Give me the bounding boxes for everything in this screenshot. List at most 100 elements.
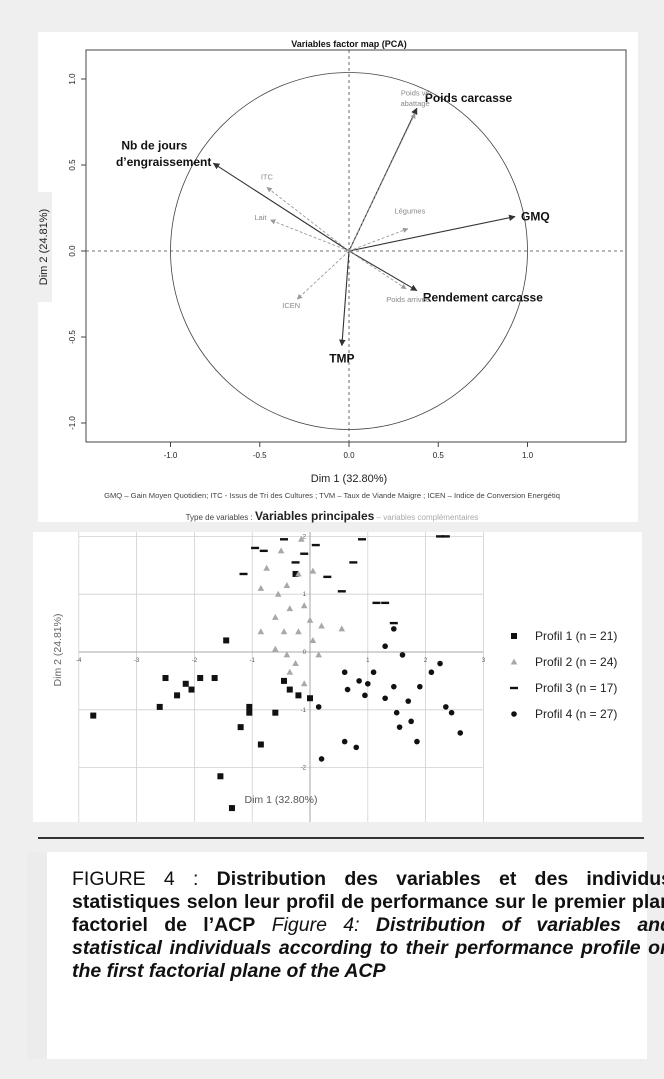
profile-4-point [382,643,388,650]
profile-2-point [272,613,279,620]
abbreviations-footnote: GMQ – Gain Moyen Quotidien; ITC - Issus … [104,491,560,500]
profile-3-point [259,549,268,553]
legend-label-profile-2: Profil 2 (n = 24) [535,655,617,669]
caption-en-body: Distribution of variables and statistica… [72,914,664,982]
profile-4-point [353,744,360,751]
scatter-y-tick-label: 2 [303,534,307,540]
profile-3-point [358,538,367,541]
scatter-x-tick-label: -3 [134,658,140,664]
profile-2-point [286,605,294,612]
profile-2-point [338,625,346,632]
scatter-y-axis-label: Dim 2 (24.81%) [52,614,64,687]
profile-1-point [197,675,204,682]
profile-2-point [306,616,314,623]
loading-arrow-lait [269,219,350,252]
pca-x-tick-label: 1.0 [522,451,534,460]
profile-4-point [341,669,348,676]
profile-3-point [381,601,390,605]
profile-4-point [382,695,388,702]
loading-label-lait: Lait [254,213,267,222]
legend-label-profile-4: Profil 4 (n = 27) [535,707,617,721]
scatter-x-tick-label: 3 [482,658,486,664]
pca-x-tick-label: -1.0 [164,451,178,460]
profile-1-point [295,692,302,699]
pca-y-tick-label: 0.5 [68,159,77,171]
profile-4-point [457,730,464,736]
variable-type-principal: Variables principales [254,509,375,523]
profile-2-point [272,645,279,652]
loading-arrow-poids-vif-abattage [348,112,416,252]
scatter-y-tick-label: -2 [301,766,307,772]
profile-2-point [292,660,299,667]
profile-2-point [257,628,265,635]
variable-type-legend: Type de variables : Variables principale… [0,509,664,523]
pca-y-tick-label: -1.0 [68,416,77,430]
profile-2-point [283,651,291,658]
profile-1-point [246,709,253,716]
loading-label-legumes: Légumes [394,207,425,216]
caption-fr-body: Distribution des variables et des indivi… [72,868,664,936]
profile-2-point [274,590,282,597]
profile-1-point [307,695,313,702]
profile-2-point [300,602,308,609]
profile-1-point [188,686,195,693]
pca-y-axis-label: Dim 2 (24.81%) [38,209,50,285]
loading-label-poids-carcasse: Poids carcasse [425,91,513,105]
profile-4-point [393,709,400,716]
profile-4-point [405,698,412,704]
loading-arrow-icen [296,250,350,300]
profile-1-point [237,724,244,731]
scatter-x-tick-label: 2 [424,658,428,664]
profile-1-point [156,703,163,710]
legend-marker-profile-1 [511,633,517,639]
pca-y-tick-label: 1.0 [68,73,77,85]
profile-1-point [246,703,253,710]
loading-label-icen: ICEN [282,301,300,310]
caption-fr-prefix: FIGURE 4 : [72,868,217,890]
profile-4-point [362,692,368,699]
caption-side-bar [27,852,47,1059]
pca-plot-frame [85,49,627,443]
loading-label-rendement-carcasse: Rendement carcasse [423,291,543,305]
caption-en-prefix: Figure 4: [271,914,376,936]
legend-marker-profile-3 [510,686,518,690]
profile-4-point [417,683,423,690]
loading-arrow-gmq [348,214,516,252]
pca-x-tick-label: 0.5 [433,451,445,460]
profile-1-point [286,686,293,693]
profile-3-point [291,561,300,564]
profile-1-point [211,675,218,682]
profile-4-point [448,709,455,716]
profile-2-point [309,636,317,643]
loading-arrow-legumes [348,227,409,252]
profile-2-point [295,628,302,635]
profile-4-point [437,660,443,667]
scatter-y-tick-label: -1 [301,708,307,714]
pca-chart-title: Variables factor map (PCA) [291,39,407,49]
loading-arrow-itc [266,187,350,252]
profile-3-point [337,590,346,593]
scatter-x-tick-label: -1 [250,658,256,664]
profile-2-point [280,628,288,635]
loading-arrow-nb-de-jours-d-engraissement [212,162,350,252]
profile-1-point [162,675,169,682]
profile-3-point [300,552,309,555]
profile-4-point [318,756,325,762]
variable-type-prefix: Type de variables : [185,513,255,522]
legend-label-profile-1: Profil 1 (n = 21) [535,629,617,643]
profile-3-point [372,601,381,605]
profile-4-point [370,669,377,676]
variable-type-complementary: variables complémentaires [383,513,479,522]
legend-label-profile-3: Profil 3 (n = 17) [535,681,617,695]
pca-y-tick-label: -0.5 [68,330,77,344]
loading-arrow-poids-arrivee [348,250,407,290]
profile-2-point [315,651,322,658]
loading-label-itc: ITC [261,172,274,181]
pca-x-tick-label: -0.5 [253,451,267,460]
profile-3-point [323,575,332,579]
profile-2-point [300,680,308,687]
profile-2-point [318,622,325,629]
loading-label-tmp: TMP [329,352,354,366]
